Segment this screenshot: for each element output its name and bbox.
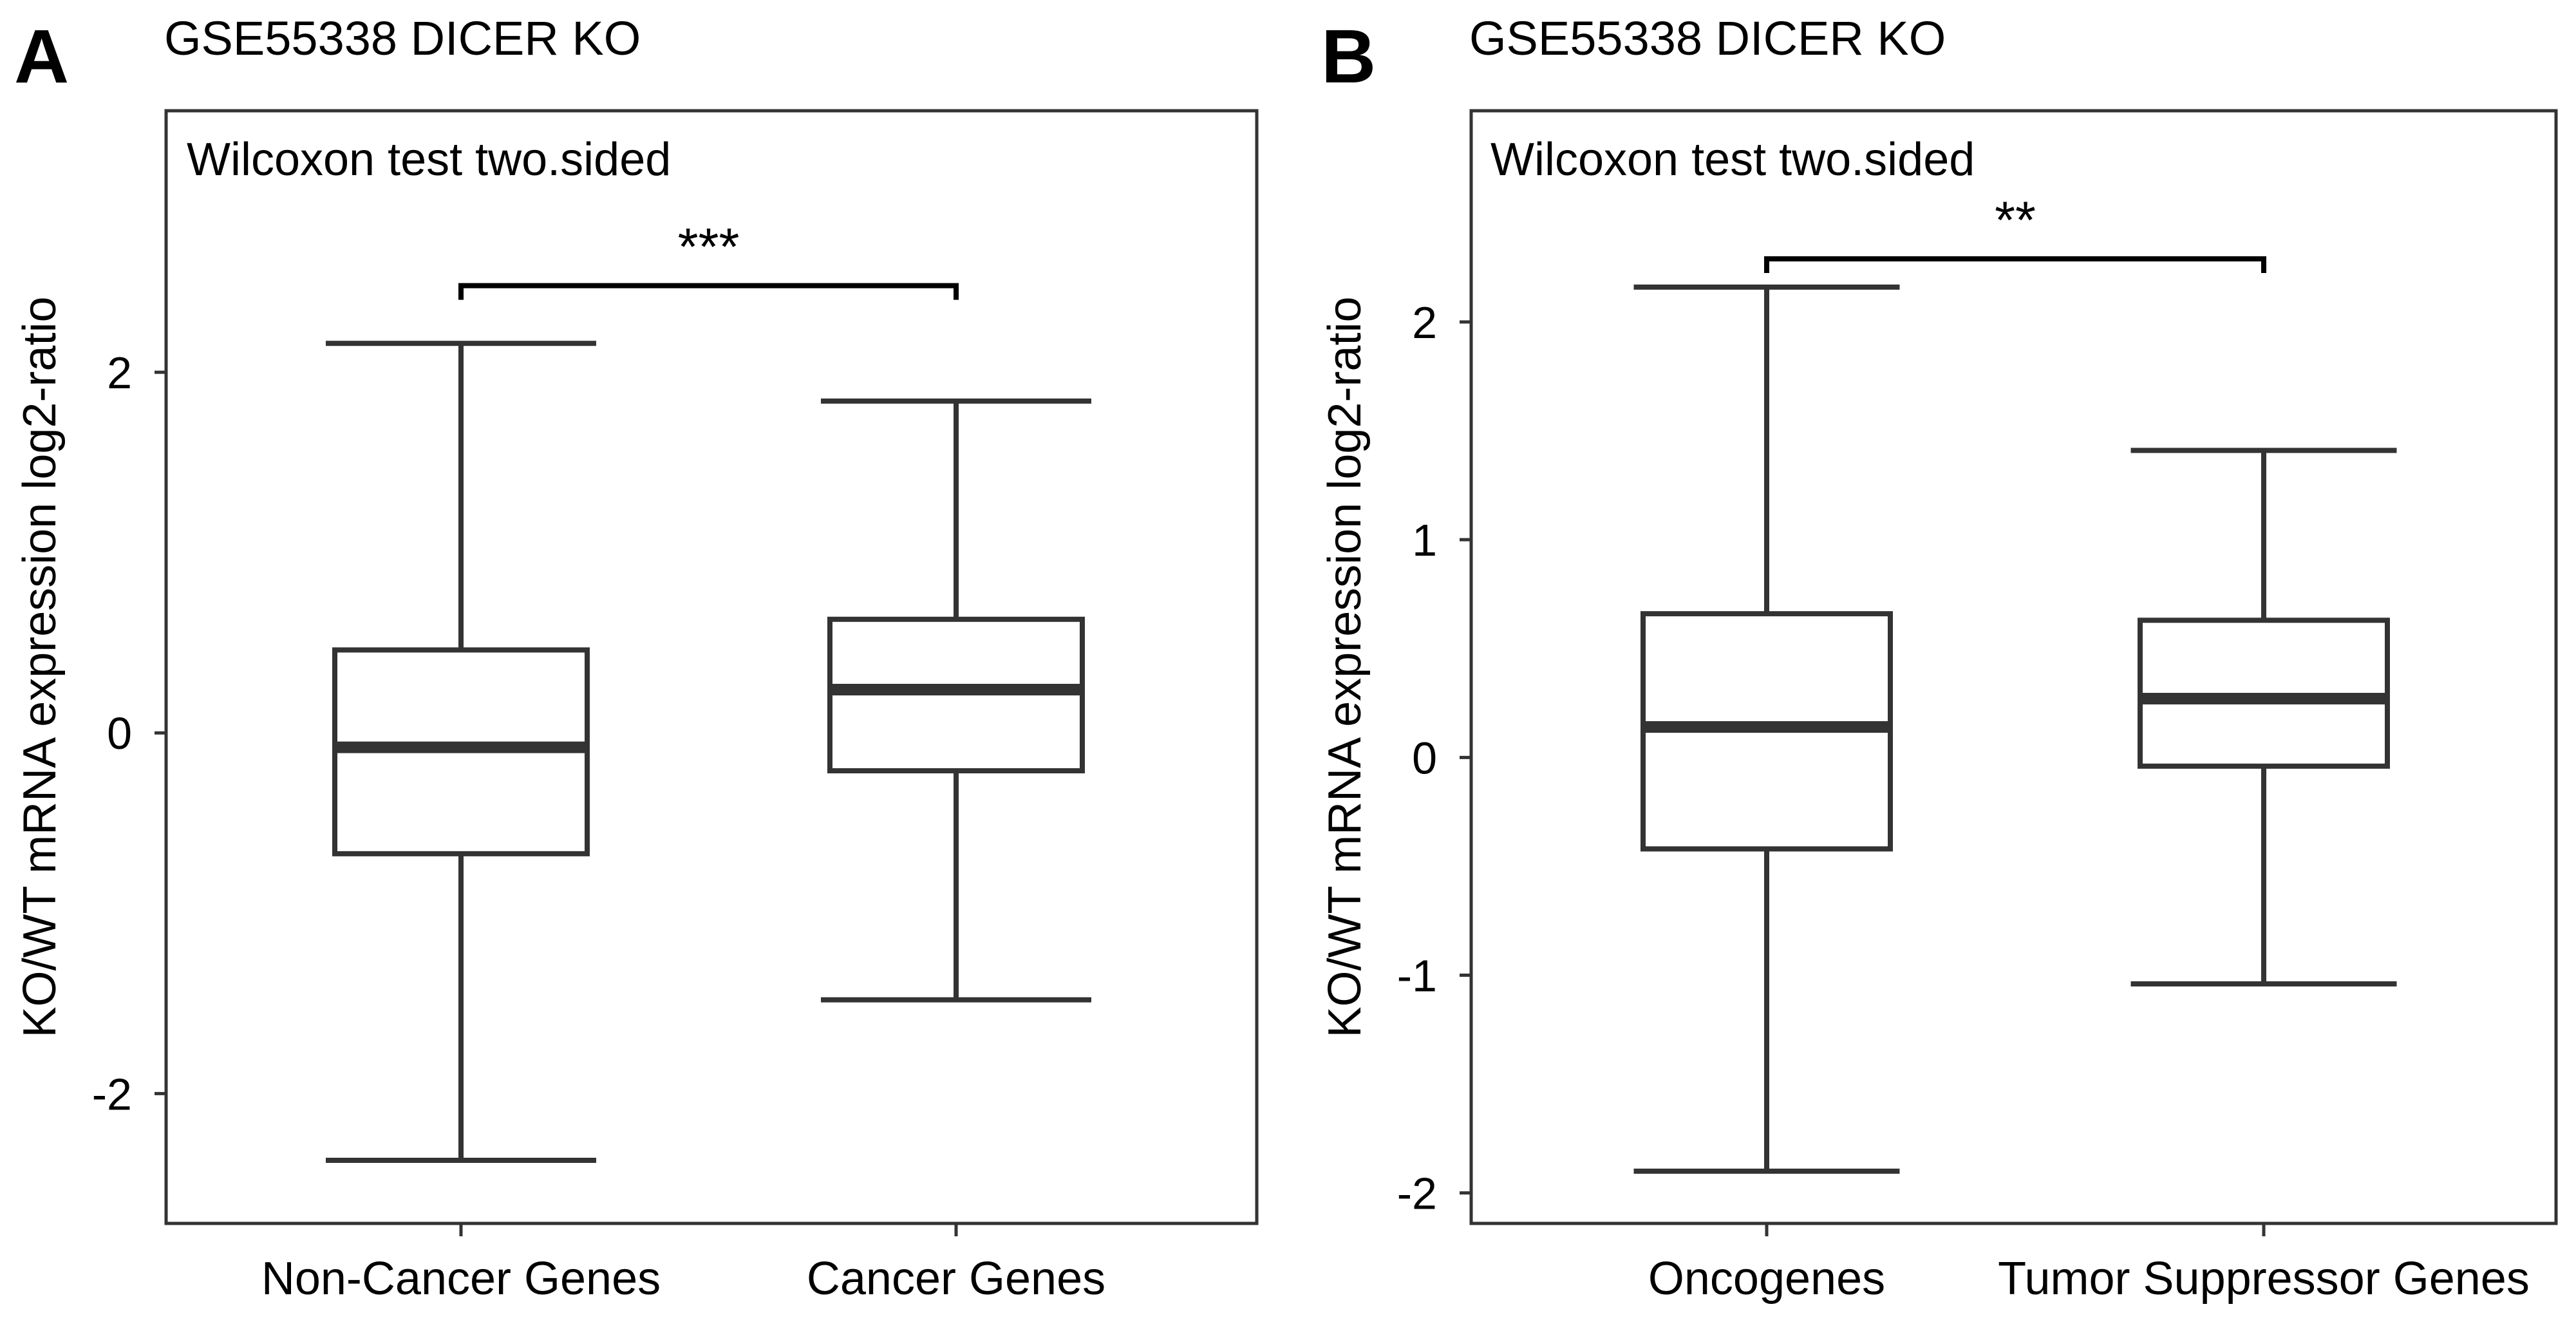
panel-letter: A <box>14 14 69 99</box>
box-2 <box>821 398 1091 1003</box>
box-1 <box>326 341 596 1163</box>
y-tick-label: -1 <box>1397 950 1437 1001</box>
x-ticks: Non-Cancer Genes Cancer Genes <box>261 1223 1105 1305</box>
significance-bracket <box>458 283 959 300</box>
x-ticks: Oncogenes Tumor Suppressor Genes <box>1648 1223 2530 1305</box>
y-tick-label: 0 <box>1412 733 1437 783</box>
bracket-line <box>1764 256 2266 273</box>
boxes <box>1633 284 2397 1174</box>
box-1 <box>1633 284 1900 1174</box>
y-tick-label: 0 <box>107 708 132 759</box>
y-tick-label: -2 <box>92 1069 132 1119</box>
test-annotation: Wilcoxon test two.sided <box>187 134 671 185</box>
plot-area <box>1469 109 2558 1225</box>
test-annotation: Wilcoxon test two.sided <box>1490 134 1975 185</box>
y-axis-label: KO/WT mRNA expression log2-ratio <box>1319 296 1371 1037</box>
panel-b: B GSE55338 DICER KO Wilcoxon test two.si… <box>1319 12 2558 1305</box>
panel-letter: B <box>1321 14 1376 99</box>
panel-a: A GSE55338 DICER KO Wilcoxon test two.si… <box>14 12 1259 1305</box>
significance-bracket <box>1764 256 2266 273</box>
x-tick-label: Oncogenes <box>1648 1253 1885 1305</box>
y-tick-label: -2 <box>1397 1169 1437 1219</box>
significance-stars: ** <box>1995 191 2036 250</box>
bracket-line <box>458 283 959 300</box>
chart-title: GSE55338 DICER KO <box>1469 12 1946 65</box>
y-ticks: -2 -1 0 1 2 <box>1397 297 1471 1219</box>
plot-area <box>164 109 1259 1225</box>
box-2 <box>2130 448 2397 987</box>
chart-title: GSE55338 DICER KO <box>164 12 641 65</box>
y-tick-label: 2 <box>107 348 132 398</box>
y-axis-label: KO/WT mRNA expression log2-ratio <box>14 296 66 1037</box>
y-tick-label: 1 <box>1412 515 1437 565</box>
x-tick-label: Tumor Suppressor Genes <box>1998 1253 2530 1305</box>
x-tick-label: Cancer Genes <box>807 1253 1105 1305</box>
x-tick-label: Non-Cancer Genes <box>261 1253 661 1305</box>
significance-stars: *** <box>678 218 740 277</box>
boxes <box>326 341 1091 1163</box>
y-tick-label: 2 <box>1412 297 1437 348</box>
y-ticks: -2 0 2 <box>92 348 166 1119</box>
